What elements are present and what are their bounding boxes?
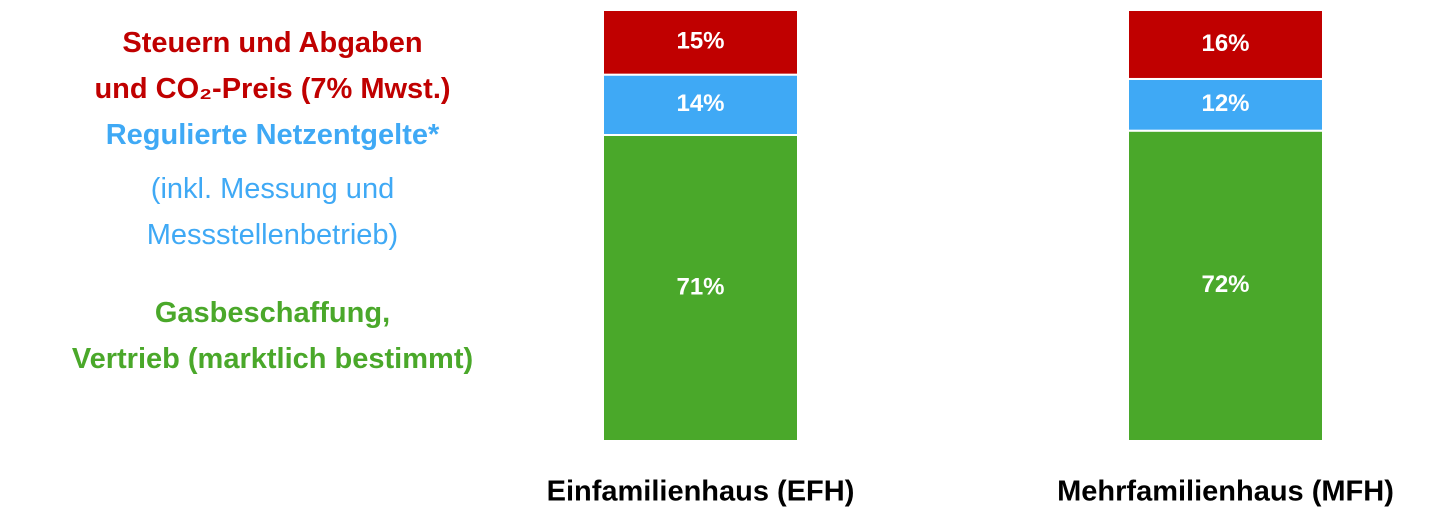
bar-segment (1127, 77, 1324, 132)
data-label: 16% (1201, 30, 1249, 57)
x-tick-label: Einfamilienhaus (EFH) (547, 476, 855, 508)
bar-segment (1127, 129, 1324, 442)
data-label: 15% (676, 28, 724, 55)
data-label: 72% (1201, 271, 1249, 298)
legend-entry: Steuern und Abgaben und CO₂-Preis (7% Mw… (94, 27, 451, 105)
legend-entry: Regulierte Netzentgelte* (105, 119, 440, 151)
data-label: 12% (1201, 90, 1249, 117)
bar-segment (602, 73, 799, 136)
bar-segment (602, 9, 799, 76)
bar-segment (602, 133, 799, 443)
x-tick-label: Mehrfamilienhaus (MFH) (1057, 476, 1394, 508)
data-label: 71% (676, 273, 724, 300)
data-label: 14% (676, 90, 724, 117)
legend-entry: Gasbeschaffung, Vertrieb (marktlich best… (71, 297, 474, 375)
bar-segment (1127, 9, 1324, 80)
legend-note: (inkl. Messung und Messstellenbetrieb) (146, 173, 399, 251)
